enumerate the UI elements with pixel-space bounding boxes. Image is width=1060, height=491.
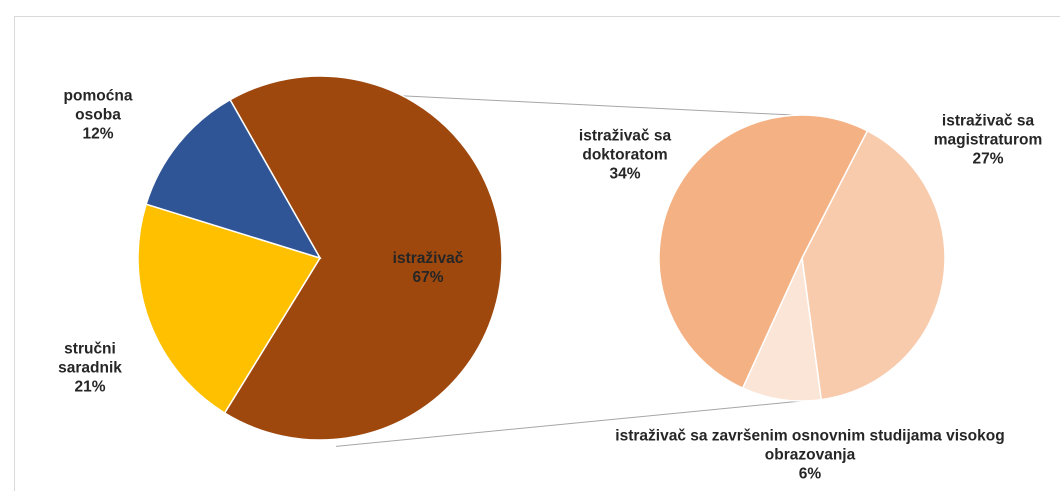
pie-slice <box>137 203 322 415</box>
data-label: istraživač sa magistraturom 27% <box>913 112 1060 169</box>
label-value: 6% <box>798 465 822 483</box>
label-value: 34% <box>609 165 641 183</box>
data-label: istraživač sa doktoratom 34% <box>560 127 690 184</box>
label-name: pomoćna osoba <box>63 87 133 124</box>
label-name: istraživač <box>392 250 464 267</box>
label-value: 12% <box>82 125 114 143</box>
label-name: stručni saradnik <box>58 340 122 377</box>
label-value: 27% <box>972 150 1004 168</box>
label-value: 67% <box>412 269 444 286</box>
pie-slice <box>223 75 503 441</box>
connector-line <box>335 399 813 447</box>
label-name: istraživač sa magistraturom <box>933 112 1043 149</box>
label-name: istraživač sa završenim osnovnim studija… <box>615 427 1005 464</box>
data-label: pomoćna osoba 12% <box>53 87 143 144</box>
label-name: istraživač sa doktoratom <box>578 127 672 164</box>
pie-slice <box>741 255 823 402</box>
label-value: 21% <box>74 378 106 396</box>
data-label: stručni saradnik 21% <box>45 340 135 397</box>
pie-slice <box>145 98 322 260</box>
pie-slice <box>801 129 946 401</box>
data-label: istraživač 67% <box>373 249 483 287</box>
data-label: istraživač sa završenim osnovnim studija… <box>600 427 1020 484</box>
chart-frame <box>14 16 1060 491</box>
pie-slice <box>658 114 869 390</box>
